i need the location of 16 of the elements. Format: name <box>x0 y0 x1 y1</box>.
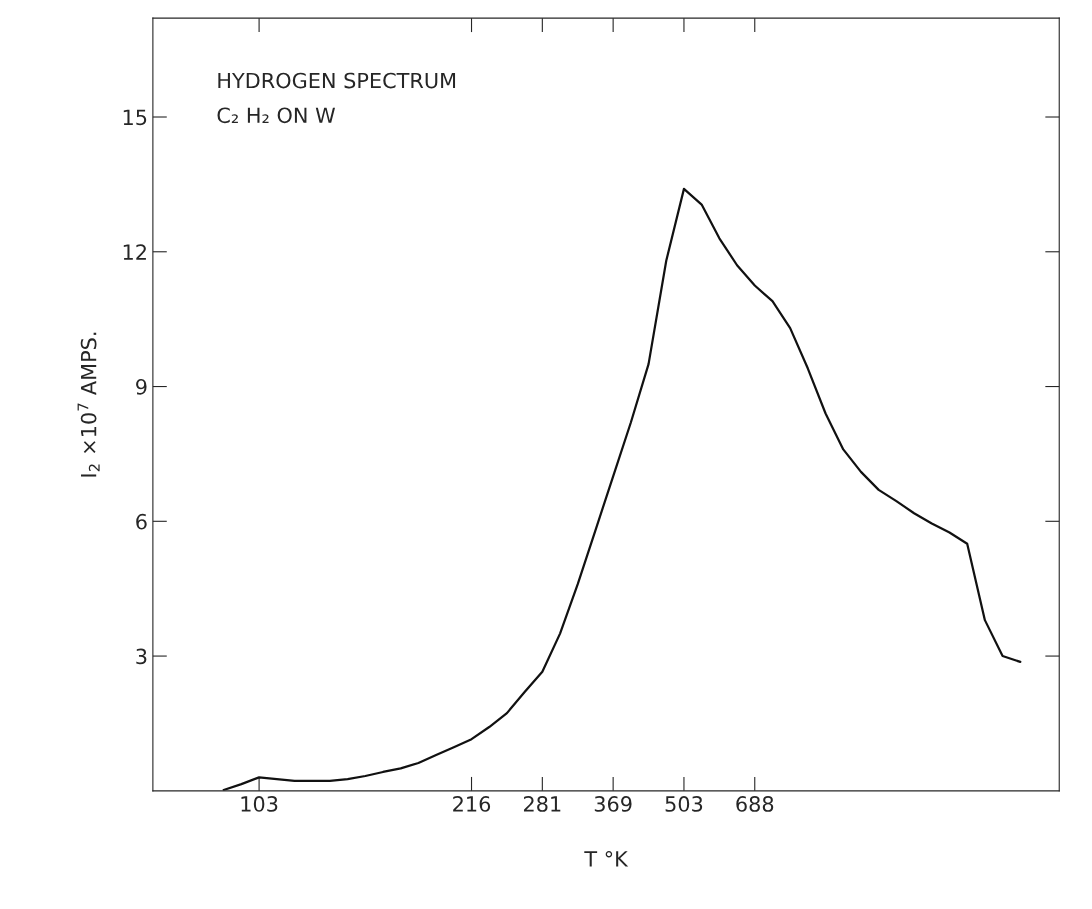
y-axis-title: I$_{2}$ ×10$^{7}$ AMPS. <box>77 332 100 477</box>
y-tick-label: 9 <box>136 378 147 395</box>
x-axis-title: T °K <box>584 850 629 867</box>
x-tick-label: 503 <box>665 796 703 812</box>
y-tick-label: 3 <box>136 648 147 665</box>
x-tick-label: 369 <box>594 796 632 812</box>
annotation: HYDROGEN SPECTRUM <box>218 72 456 89</box>
x-tick-label: 216 <box>453 796 491 812</box>
line-series <box>222 187 1022 791</box>
x-tick-label: 688 <box>736 796 774 812</box>
y-tick-label: 15 <box>123 109 147 126</box>
x-tick-label: 103 <box>241 796 278 812</box>
y-tick-label: 12 <box>123 244 146 260</box>
x-tick-label: 281 <box>523 796 561 812</box>
y-tick-label: 6 <box>136 513 147 530</box>
annotation: C₂ H₂ ON W <box>217 107 336 124</box>
